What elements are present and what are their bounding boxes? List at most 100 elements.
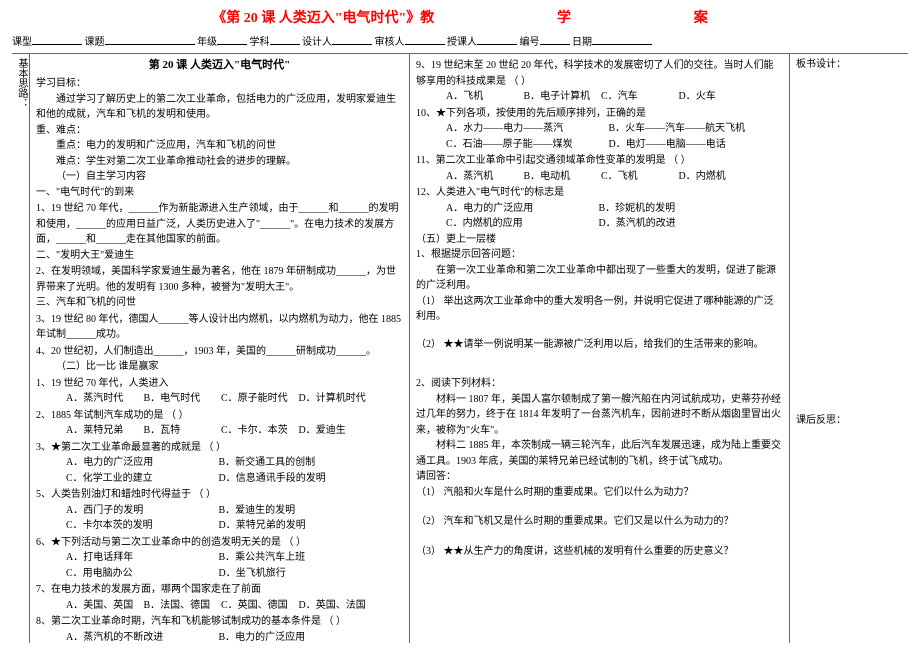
column-3: 板书设计： 课后反思：: [790, 54, 900, 643]
zhong-body: 重点：电力的发明和广泛应用，汽车和飞机的问世: [36, 138, 403, 154]
q11: 11、第二次工业革命中引起交通领域革命性变革的发明是 （ ）: [416, 153, 783, 169]
sec5-1-q2: （2） ★★请举一例说明某一能源被广泛利用以后，给我们的生活带来的影响。: [416, 337, 783, 353]
mat2: 材料二 1885 年，本茨制成一辆三轮汽车，此后汽车发展迅速，成为陆上重要交通工…: [416, 438, 783, 469]
title-xue: 学: [557, 8, 571, 29]
s2-title: 二、"发明大王"爱迪生: [36, 248, 403, 264]
mcq4-b: B．爱迪生的发明: [219, 503, 296, 519]
sec5-1-body: 在第一次工业革命和第二次工业革命中都出现了一些重大的发明，促进了能源的广泛利用。: [416, 263, 783, 294]
mcq7-a: A．蒸汽机的不断改进: [66, 630, 216, 643]
zhong-title: 重、难点：: [36, 123, 403, 139]
mcq3-c: C．化学工业的建立: [66, 471, 216, 487]
column-2: 9、19 世纪末至 20 世纪 20 年代，科学技术的发展密切了人们的交往。当时…: [410, 54, 790, 643]
mcq3-a: A．电力的广泛应用: [66, 455, 216, 471]
goal-body: 通过学习了解历史上的第二次工业革命，包括电力的广泛应用，发明家爱迪生和他的成就，…: [36, 92, 403, 123]
mcq7-b: B．电力的广泛应用: [219, 630, 306, 643]
q4: 4、20 世纪初，人们制造出______，1903 年，美国的______研制成…: [36, 344, 403, 360]
sec5-1: 1、根据提示回答问题：: [416, 247, 783, 263]
q11-b: B．电动机: [524, 169, 599, 185]
board-design: 板书设计：: [796, 57, 894, 73]
s1-title: （一）自主学习内容: [36, 169, 403, 185]
q11-c: C．飞机: [601, 169, 676, 185]
mcq2: 2、1885 年试制汽车成功的是 （ ）: [36, 408, 403, 424]
q11-a: A．蒸汽机: [446, 169, 521, 185]
nan-body: 难点：学生对第二次工业革命推动社会的进步的理解。: [36, 154, 403, 170]
sec5: （五）更上一层楼: [416, 232, 783, 248]
meta-t1: 课题: [85, 37, 105, 48]
title-main: 《第 20 课 人类迈入"电气时代"》教: [212, 8, 434, 29]
title-row: 《第 20 课 人类迈入"电气时代"》教 学 案: [12, 8, 908, 29]
bibi: （二）比一比 谁是赢家: [36, 359, 403, 375]
main-container: 基本思路： 第 20 课 人类迈入"电气时代" 学习目标： 通过学习了解历史上的…: [12, 53, 908, 643]
meta-t6: 授课人: [447, 37, 477, 48]
q12-d: D．蒸汽机的改进: [599, 216, 676, 232]
q10-a: A．水力——电力——蒸汽: [446, 121, 606, 137]
q9-b: B．电子计算机: [524, 89, 599, 105]
q9-c: C．汽车: [601, 89, 676, 105]
mat1: 材料一 1807 年，美国人富尔顿制成了第一艘汽船在内河试航成功，史蒂芬孙经过几…: [416, 392, 783, 439]
q2: 2、在发明领域，美国科学家爱迪生最为著名，他在 1879 年研制成功______…: [36, 264, 403, 295]
mcq2-d: D．爱迪生: [299, 423, 374, 439]
s3-title: 三、汽车和飞机的问世: [36, 295, 403, 311]
left-label: 基本思路：: [12, 54, 30, 643]
mcq2-b: B．瓦特: [144, 423, 219, 439]
mcq6-c: C．英国、德国: [221, 598, 296, 614]
sec5-1-q1: （1） 举出这两次工业革命中的重大发明各一例，并说明它促进了哪种能源的广泛利用。: [416, 294, 783, 325]
after-class: 课后反思：: [796, 413, 894, 429]
meta-row: 课型 课题 年级 学科 设计人 审核人 授课人 编号 日期: [12, 33, 908, 50]
mcq4-c: C．卡尔本茨的发明: [66, 518, 216, 534]
mcq3-opts: A．电力的广泛应用 B．新交通工具的创制 C．化学工业的建立 D．信息通讯手段的…: [36, 455, 403, 486]
a2: （2） 汽车和飞机又是什么时期的重要成果。它们又是以什么为动力的？: [416, 514, 783, 530]
mcq4-opts: A．西门子的发明 B．爱迪生的发明 C．卡尔本茨的发明 D．莱特兄弟的发明: [36, 503, 403, 534]
mcq3: 3、★第二次工业革命最显著的成就是 （ ）: [36, 440, 403, 456]
q10-opts: A．水力——电力——蒸汽 B．火车——汽车——航天飞机 C．石油——原子能——煤…: [416, 121, 783, 152]
q10: 10、★下列各项，按使用的先后顺序排列，正确的是: [416, 106, 783, 122]
read: 2、阅读下列材料：: [416, 376, 783, 392]
a1: （1） 汽船和火车是什么时期的重要成果。它们以什么为动力？: [416, 485, 783, 501]
meta-t4: 设计人: [302, 37, 332, 48]
mcq7-opts: A．蒸汽机的不断改进 B．电力的广泛应用 C．信息通讯手段的发明 D．内燃机的创…: [36, 630, 403, 643]
mcq5-opts: A．打电话拜年 B．乘公共汽车上班 C．用电脑办公 D．坐飞机旅行: [36, 550, 403, 581]
mcq1: 1、19 世纪 70 年代，人类进入: [36, 376, 403, 392]
mcq5-c: C．用电脑办公: [66, 566, 216, 582]
mcq7: 8、第二次工业革命时期，汽车和飞机能够试制成功的基本条件是 （ ）: [36, 614, 403, 630]
q9-d: D．火车: [679, 89, 754, 105]
mcq5-d: D．坐飞机旅行: [219, 566, 294, 582]
mcq6-opts: A．美国、英国 B．法国、德国 C．英国、德国 D．英国、法国: [36, 598, 403, 614]
mcq5-a: A．打电话拜年: [66, 550, 216, 566]
mcq1-a: A．蒸汽时代: [66, 391, 141, 407]
mcq6-b: B．法国、德国: [144, 598, 219, 614]
a3: （3） ★★从生产力的角度讲，这些机械的发明有什么重要的历史意义？: [416, 544, 783, 560]
q12-a: A．电力的广泛应用: [446, 201, 596, 217]
ans: 请回答：: [416, 469, 783, 485]
meta-t5: 审核人: [375, 37, 405, 48]
q11-d: D．内燃机: [679, 169, 754, 185]
mcq1-c: C．原子能时代: [221, 391, 296, 407]
title-an: 案: [694, 8, 708, 29]
mcq5: 6、★下列活动与第二次工业革命中的创造发明无关的是 （ ）: [36, 535, 403, 551]
mcq1-b: B．电气时代: [144, 391, 219, 407]
meta-t3: 学科: [250, 37, 270, 48]
q9: 9、19 世纪末至 20 世纪 20 年代，科学技术的发展密切了人们的交往。当时…: [416, 58, 783, 89]
meta-t8: 日期: [572, 37, 592, 48]
goal-title: 学习目标：: [36, 76, 403, 92]
q10-d: D．电灯——电脑——电话: [609, 137, 726, 153]
mcq2-a: A．莱特兄弟: [66, 423, 141, 439]
mcq2-c: C．卡尔．本茨: [221, 423, 296, 439]
meta-t7: 编号: [520, 37, 540, 48]
col1-header: 第 20 课 人类迈入"电气时代": [36, 57, 403, 74]
mcq3-b: B．新交通工具的创制: [219, 455, 316, 471]
q9-a: A．飞机: [446, 89, 521, 105]
mcq6: 7、在电力技术的发展方面，哪两个国家走在了前面: [36, 582, 403, 598]
mcq5-b: B．乘公共汽车上班: [219, 550, 306, 566]
mcq2-opts: A．莱特兄弟 B．瓦特 C．卡尔．本茨 D．爱迪生: [36, 423, 403, 439]
mcq6-a: A．美国、英国: [66, 598, 141, 614]
meta-t2: 年级: [197, 37, 217, 48]
mcq4-d: D．莱特兄弟的发明: [219, 518, 306, 534]
s1-sub: 一、"电气时代"的到来: [36, 185, 403, 201]
q10-c: C．石油——原子能——煤炭: [446, 137, 606, 153]
q12-c: C．内燃机的应用: [446, 216, 596, 232]
q1: 1、19 世纪 70 年代，______作为新能源进入生产领域，由于______…: [36, 201, 403, 248]
q3: 3、19 世纪 80 年代，德国人______等人设计出内燃机，以内燃机为动力，…: [36, 312, 403, 343]
q9-opts: A．飞机 B．电子计算机 C．汽车 D．火车: [416, 89, 783, 105]
q11-opts: A．蒸汽机 B．电动机 C．飞机 D．内燃机: [416, 169, 783, 185]
